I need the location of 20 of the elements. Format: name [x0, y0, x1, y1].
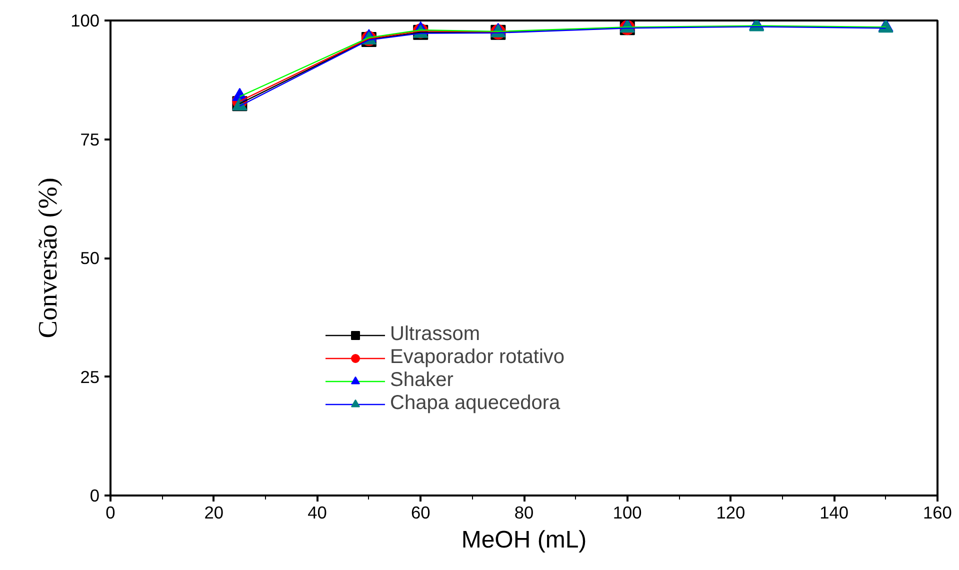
x-tick-label: 40 — [308, 502, 327, 522]
y-axis-title: Conversão (%) — [32, 178, 63, 338]
y-tick-label: 50 — [80, 248, 100, 268]
x-tick-label: 80 — [514, 502, 534, 522]
x-tick-label: 120 — [716, 502, 746, 522]
legend-label: Evaporador rotativo — [390, 346, 565, 369]
x-tick-label: 140 — [820, 502, 849, 522]
x-tick-label: 60 — [410, 502, 430, 522]
y-tick-label: 100 — [70, 10, 100, 30]
x-tick-label: 160 — [923, 502, 952, 522]
x-tick-label: 0 — [106, 502, 116, 522]
legend-label: Chapa aquecedora — [390, 392, 560, 415]
y-tick-label: 25 — [80, 366, 100, 387]
x-tick-label: 20 — [204, 502, 224, 522]
y-tick-label: 75 — [80, 129, 100, 150]
x-axis-title: MeOH (mL) — [461, 526, 587, 554]
legend-label: Shaker — [390, 369, 454, 392]
y-tick-label: 0 — [90, 486, 100, 506]
x-tick-label: 100 — [612, 502, 642, 522]
legend-label: Ultrassom — [390, 323, 480, 346]
